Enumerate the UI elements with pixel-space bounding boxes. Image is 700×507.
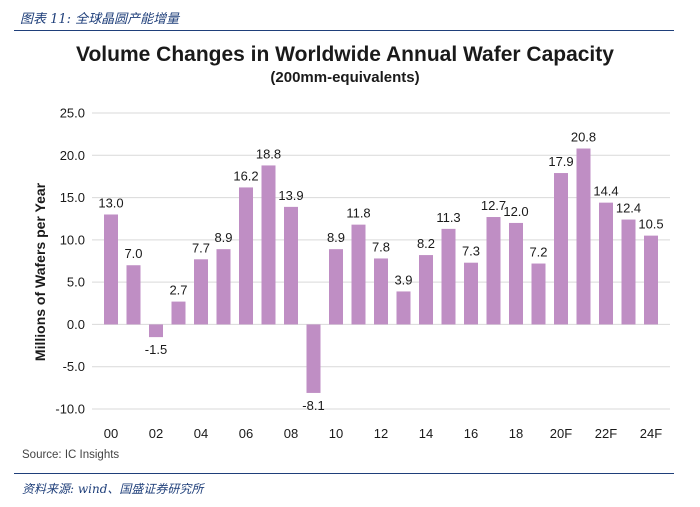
x-axis-ticks: 00 02 04 06 08 10 12 14 16 18 20F 22F 24F <box>104 426 662 441</box>
y-tick-label: -10.0 <box>55 402 85 417</box>
bar-09 <box>306 324 321 393</box>
bar-11 <box>351 224 366 325</box>
bar-07 <box>261 165 276 325</box>
bar-19 <box>531 263 546 325</box>
bar-15 <box>441 228 456 325</box>
chart-title: Volume Changes in Worldwide Annual Wafer… <box>76 43 614 66</box>
bar-16 <box>464 262 478 325</box>
y-tick-label: 5.0 <box>67 275 85 290</box>
bar-18 <box>509 222 523 325</box>
y-tick-label: 25.0 <box>60 106 85 121</box>
gridlines <box>92 112 670 410</box>
x-tick-label: 16 <box>464 426 478 441</box>
y-axis-ticks: 25.0 20.0 15.0 10.0 5.0 0.0 -5.0 -10.0 <box>55 106 85 417</box>
bar-04 <box>194 259 208 325</box>
x-tick-label: 22F <box>595 426 617 441</box>
data-label: 12.7 <box>481 198 506 213</box>
x-tick-label: 04 <box>194 426 208 441</box>
data-label: 2.7 <box>169 283 187 298</box>
x-tick-label: 00 <box>104 426 118 441</box>
data-labels: 13.07.0-1.52.77.78.916.218.813.9-8.18.91… <box>98 130 663 413</box>
x-tick-label: 02 <box>149 426 163 441</box>
chart-source-note: Source: IC Insights <box>22 449 120 461</box>
data-label: 12.4 <box>616 201 641 216</box>
bars <box>104 148 658 393</box>
data-label: 8.9 <box>327 230 345 245</box>
x-tick-label: 08 <box>284 426 298 441</box>
data-label: 7.3 <box>462 244 480 259</box>
bar-00 <box>104 214 118 325</box>
bar-08 <box>284 206 298 325</box>
data-label: 13.0 <box>98 195 123 210</box>
y-tick-label: 0.0 <box>67 317 85 332</box>
bar-17 <box>486 217 501 325</box>
figure-caption: 图表 11: 全球晶圆产能增量 <box>20 12 180 27</box>
y-tick-label: -5.0 <box>63 359 85 374</box>
bottom-divider <box>14 473 674 474</box>
data-label: 13.9 <box>278 188 303 203</box>
top-divider <box>14 30 674 31</box>
figure-source: 资料来源: wind、国盛证券研究所 <box>22 482 204 496</box>
x-tick-label: 10 <box>329 426 343 441</box>
data-label: 11.3 <box>436 210 460 225</box>
data-label: 20.8 <box>571 130 596 145</box>
data-label: 11.8 <box>346 206 370 221</box>
y-tick-label: 20.0 <box>60 148 85 163</box>
data-label: 7.0 <box>124 246 142 261</box>
bar-22F <box>599 202 613 325</box>
data-label: 16.2 <box>233 168 258 183</box>
y-tick-label: 10.0 <box>60 232 85 247</box>
data-label: 17.9 <box>548 154 573 169</box>
data-label: 18.8 <box>256 146 281 161</box>
x-tick-label: 06 <box>239 426 253 441</box>
bar-13 <box>396 291 411 325</box>
bar-12 <box>374 258 388 325</box>
data-label: 7.7 <box>192 240 210 255</box>
data-label: -8.1 <box>302 398 324 413</box>
x-tick-label: 20F <box>550 426 572 441</box>
x-tick-label: 14 <box>419 426 433 441</box>
bar-01 <box>126 265 141 325</box>
data-label: 12.0 <box>503 204 528 219</box>
bar-02 <box>149 324 163 338</box>
bar-chart: Volume Changes in Worldwide Annual Wafer… <box>32 43 670 441</box>
chart-subtitle: (200mm-equivalents) <box>270 69 419 86</box>
data-label: 14.4 <box>593 184 618 199</box>
bar-21F <box>576 148 591 325</box>
x-tick-label: 18 <box>509 426 523 441</box>
bar-14 <box>419 255 433 325</box>
y-axis-label: Millions of Wafers per Year <box>32 182 48 361</box>
data-label: 8.2 <box>417 236 435 251</box>
bar-24F <box>644 235 658 325</box>
bar-23F <box>621 219 636 325</box>
bar-03 <box>171 301 186 325</box>
data-label: 10.5 <box>638 217 663 232</box>
bar-20F <box>554 173 568 325</box>
data-label: -1.5 <box>145 342 167 357</box>
x-tick-label: 12 <box>374 426 388 441</box>
data-label: 3.9 <box>394 272 412 287</box>
bar-05 <box>216 249 231 325</box>
x-tick-label: 24F <box>640 426 662 441</box>
data-label: 7.8 <box>372 239 390 254</box>
bar-06 <box>239 187 253 325</box>
y-tick-label: 15.0 <box>60 190 85 205</box>
data-label: 7.2 <box>529 245 547 260</box>
bar-10 <box>329 249 343 325</box>
data-label: 8.9 <box>214 230 232 245</box>
